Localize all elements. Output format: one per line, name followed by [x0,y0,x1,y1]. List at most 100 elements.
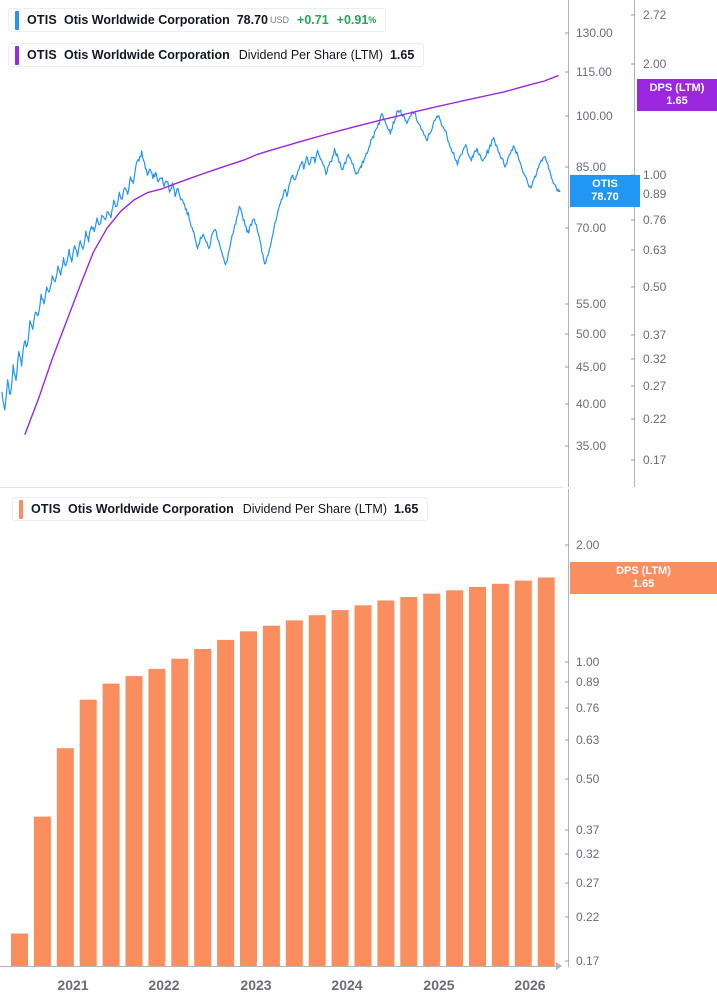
x-axis-tick-mark [439,962,440,967]
dps-bar[interactable] [537,577,555,967]
dps-overlay-tick-mark [631,249,635,251]
dps-bar[interactable] [102,683,120,966]
dps-bar[interactable] [400,597,418,966]
legend-price[interactable]: OTIS Otis Worldwide Corporation 78.70 US… [8,8,387,32]
dps-overlay-tick-label: 0.63 [643,242,667,257]
dps-bar[interactable] [491,583,509,966]
price-badge-value: 78.70 [591,191,619,204]
legend-dps-bottom[interactable]: OTIS Otis Worldwide Corporation Dividend… [12,497,429,521]
dps-overlay-value-badge[interactable]: DPS (LTM) 1.65 [637,79,717,111]
dps-bar-chart-pane[interactable] [0,489,563,967]
price-tick-mark [565,32,569,34]
legend-dps-bottom-ticker: OTIS [31,502,61,516]
x-axis-line[interactable] [0,966,560,967]
dps-bar[interactable] [79,699,97,966]
dps-bottom-badge-value: 1.65 [632,577,655,590]
x-axis-tick-mark [73,962,74,967]
dps-bar[interactable] [354,605,372,966]
price-badge-ticker: OTIS [592,178,618,191]
dps-top-badge-label: DPS (LTM) [649,82,705,94]
dps-bar[interactable] [171,658,189,966]
dps-bar-tick-mark [565,739,569,741]
dps-bar-tick-mark [565,829,569,831]
dps-bar[interactable] [308,615,326,966]
dps-overlay-tick-label: 0.22 [643,411,667,426]
legend-dps-top-ticker: OTIS [27,48,57,62]
price-tick-mark [565,115,569,117]
dps-bar-tick-label: 0.27 [576,875,600,890]
legend-price-change-pct: +0.91 [336,13,369,27]
x-axis-arrow-icon [556,962,562,970]
dps-bar-tick-label: 0.63 [576,732,600,747]
dps-bar-tick-label: 0.32 [576,847,600,862]
dps-overlay-tick-label: 0.17 [643,453,667,468]
dps-bar[interactable] [331,610,349,966]
dps-overlay-tick-label: 0.50 [643,279,667,294]
dps-bar[interactable] [11,933,28,967]
price-chart-pane[interactable] [0,0,563,487]
dps-line-series [24,74,559,435]
dps-bar[interactable] [148,668,166,966]
dps-bar[interactable] [194,649,212,966]
legend-dps-top[interactable]: OTIS Otis Worldwide Corporation Dividend… [8,43,425,67]
price-tick-mark [565,227,569,229]
price-tick-label: 50.00 [576,327,607,342]
dps-bar[interactable] [125,676,143,966]
price-tick-mark [565,166,569,168]
dps-bar[interactable] [423,593,441,966]
dps-bar-tick-label: 0.22 [576,910,600,925]
dps-bar[interactable] [446,590,464,966]
dps-overlay-tick-mark [631,219,635,221]
dps-bar-tick-mark [565,544,569,546]
x-axis-tick-mark [256,962,257,967]
x-axis-year-label: 2022 [148,977,180,993]
dps-overlay-tick-label: 1.00 [643,168,667,183]
dps-bar-tick-label: 0.50 [576,771,600,786]
dps-overlay-tick-mark [631,63,635,65]
price-value-badge[interactable]: OTIS 78.70 [570,175,640,208]
dps-overlay-tick-mark [631,334,635,336]
price-tick-label: 130.00 [576,26,613,41]
dps-overlay-tick-mark [631,286,635,288]
price-tick-mark [565,366,569,368]
dps-bar-axis-line[interactable] [568,489,569,967]
dps-bar[interactable] [240,631,257,966]
dps-bar-tick-mark [565,707,569,709]
dps-bar-tick-label: 2.00 [576,538,600,553]
price-tick-mark [565,71,569,73]
legend-price-currency: USD [270,15,290,25]
price-chart-svg [1,74,561,435]
dps-bar[interactable] [262,625,280,966]
dps-overlay-tick-label: 0.27 [643,378,667,393]
legend-dps-bottom-metric: Dividend Per Share (LTM) [242,502,387,516]
dps-bar-tick-label: 0.17 [576,953,600,968]
dps-bar-tick-label: 0.37 [576,822,600,837]
x-axis-year-label: 2026 [514,977,546,993]
price-tick-label: 100.00 [576,108,613,123]
dps-bar[interactable] [33,816,51,966]
x-axis-tick-mark [347,962,348,967]
dps-bar-value-badge[interactable]: DPS (LTM) 1.65 [570,561,717,594]
dps-overlay-tick-label: 2.00 [643,57,667,72]
dps-bar[interactable] [469,587,486,966]
dps-bar[interactable] [217,639,235,966]
dps-overlay-tick-label: 0.76 [643,212,667,227]
price-tick-label: 35.00 [576,439,607,454]
dps-bar-chart-svg [11,577,555,967]
dps-bar[interactable] [377,600,395,967]
dps-bar-tick-mark [565,916,569,918]
legend-dps-bottom-swatch [19,499,23,519]
price-tick-mark [565,333,569,335]
dps-overlay-axis-line[interactable] [634,0,635,487]
dps-overlay-tick-mark [631,14,635,16]
dps-bar-tick-label: 1.00 [576,655,600,670]
dps-overlay-tick-mark [631,418,635,420]
price-tick-label: 85.00 [576,160,607,175]
legend-dps-top-swatch [15,45,19,65]
dps-bar[interactable] [514,580,532,966]
legend-price-swatch [15,10,19,30]
price-axis-line[interactable] [568,0,569,487]
dps-bar[interactable] [56,748,74,966]
x-axis-tick-mark [530,962,531,967]
dps-bar[interactable] [285,620,303,966]
